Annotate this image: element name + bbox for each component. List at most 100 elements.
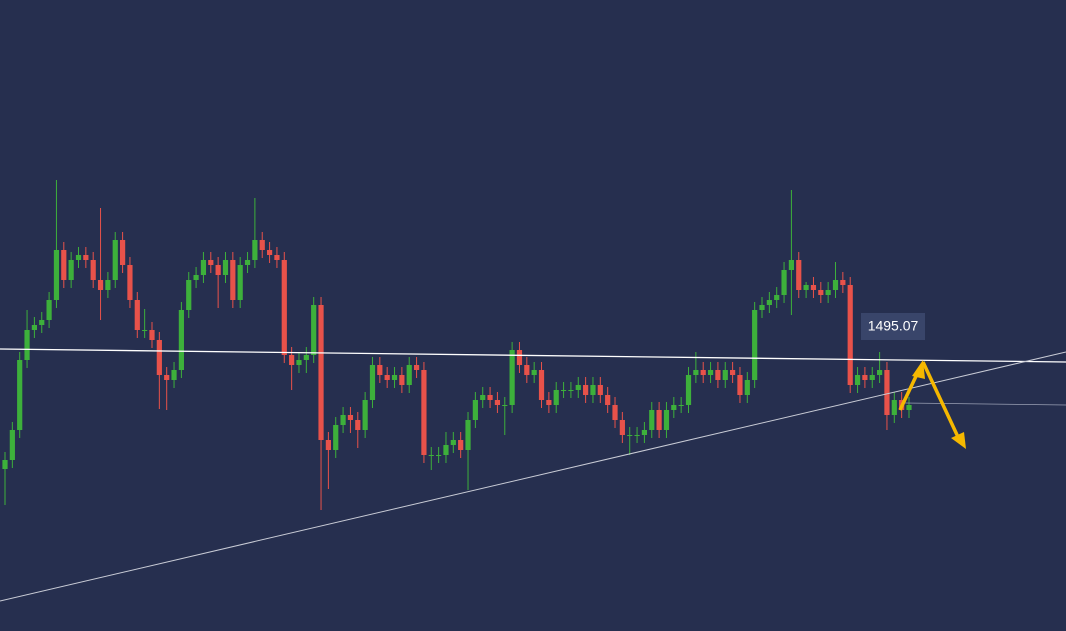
candle-body: [641, 430, 648, 435]
candle-body: [421, 370, 427, 455]
candle-body: [244, 260, 251, 265]
candle-body: [656, 410, 662, 430]
candle-body: [53, 250, 60, 300]
candle-body: [538, 370, 545, 400]
candle-body: [700, 370, 706, 375]
trend-line: [0, 351, 1066, 602]
candle-body: [215, 265, 221, 275]
candle-body: [450, 440, 456, 445]
candle-body: [810, 285, 817, 290]
candle-body: [39, 320, 45, 325]
candle-body: [90, 260, 96, 280]
candle-body: [487, 395, 493, 400]
candle-body: [347, 415, 354, 420]
candle-body: [333, 425, 339, 450]
candle-body: [318, 305, 324, 440]
candle-body: [119, 240, 126, 265]
candle-body: [472, 400, 478, 420]
level-line: [904, 402, 1066, 406]
candle-body: [355, 420, 361, 430]
candle-body: [46, 300, 52, 320]
candle-body: [340, 415, 346, 425]
candle-body: [884, 370, 890, 415]
candle-body: [862, 375, 868, 380]
candle-body: [796, 260, 802, 290]
candle-body: [781, 270, 787, 295]
candle-body: [230, 260, 236, 300]
candle-body: [575, 385, 581, 390]
arrow-head: [951, 432, 966, 449]
arrow-down: [921, 361, 960, 438]
candle-body: [75, 255, 82, 260]
price-label-box: [861, 313, 925, 340]
candle-body: [303, 355, 309, 360]
candles: [2, 180, 912, 510]
candle-body: [671, 405, 677, 410]
candle-body: [685, 375, 692, 405]
candle-body: [428, 455, 434, 456]
candle-body: [200, 260, 207, 275]
candle-body: [281, 260, 287, 355]
candle-body: [193, 275, 199, 280]
candle-body: [458, 440, 464, 450]
candle-body: [274, 255, 280, 260]
candle-body: [31, 325, 37, 330]
candle-body: [208, 260, 214, 265]
candle-body: [869, 375, 875, 380]
price-label: 1495.07: [868, 318, 919, 334]
candle-body: [634, 435, 640, 436]
candle-body: [752, 310, 758, 380]
candle-body: [818, 290, 824, 295]
resistance-line: [0, 348, 1066, 363]
candle-body: [443, 445, 449, 455]
candle-body: [480, 395, 486, 400]
candle-body: [730, 370, 736, 375]
candle-body: [413, 365, 420, 370]
candle-body: [531, 370, 537, 375]
forecast-arrows: [898, 360, 966, 449]
candle-body: [156, 340, 162, 375]
candle-body: [649, 410, 655, 430]
candle-body: [847, 285, 853, 385]
arrow-head: [912, 360, 925, 379]
candle-body: [825, 290, 831, 295]
candle-body: [715, 370, 721, 380]
candle-body: [766, 300, 772, 305]
candle-body: [399, 375, 405, 385]
candle-body: [142, 330, 148, 331]
candle-body: [597, 385, 603, 395]
candle-body: [568, 390, 574, 391]
candle-body: [9, 430, 15, 460]
candle-body: [325, 440, 331, 450]
candle-body: [678, 405, 684, 406]
candle-body: [832, 280, 839, 290]
candle-body: [759, 305, 765, 310]
candle-body: [134, 300, 140, 330]
candle-body: [97, 280, 104, 290]
candle-body: [266, 250, 273, 255]
candle-body: [436, 455, 442, 456]
candle-body: [68, 260, 74, 280]
candle-body: [406, 365, 412, 385]
candle-body: [105, 280, 111, 290]
arrow-up: [898, 371, 920, 411]
candle-body: [391, 375, 398, 380]
candle-body: [259, 240, 265, 250]
candle-body: [112, 240, 118, 280]
candle-body: [83, 255, 89, 260]
candle-body: [369, 365, 376, 400]
candle-body: [854, 375, 861, 385]
candle-body: [24, 330, 30, 360]
candle-body: [502, 405, 508, 406]
candle-body: [663, 410, 670, 430]
candle-body: [289, 355, 295, 365]
candle-body: [509, 350, 515, 405]
candle-body: [583, 385, 589, 395]
candle-body: [546, 400, 552, 405]
candle-body: [619, 420, 625, 435]
candle-body: [788, 260, 795, 270]
candle-body: [465, 420, 471, 450]
candle-body: [296, 360, 302, 365]
candle-body: [494, 400, 501, 405]
